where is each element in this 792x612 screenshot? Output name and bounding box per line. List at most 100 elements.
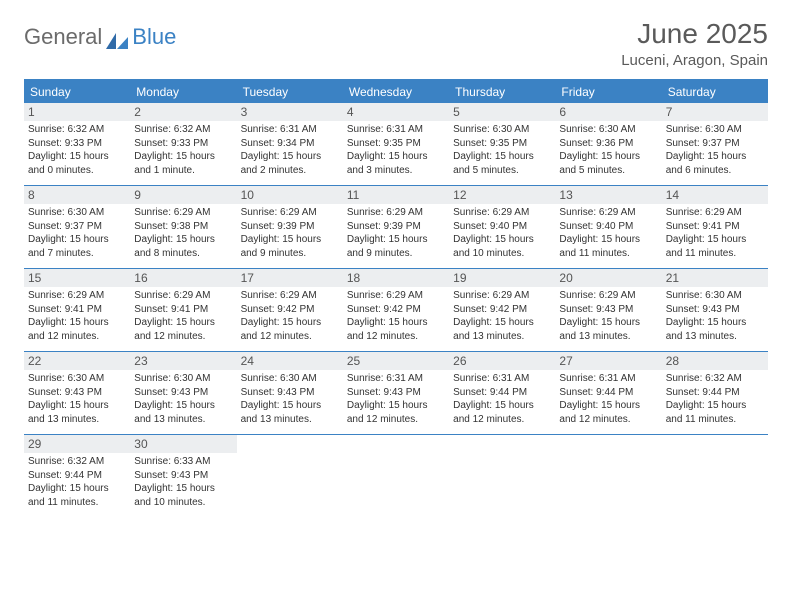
day-header-row: Sunday Monday Tuesday Wednesday Thursday… (24, 81, 768, 103)
day-info: Sunrise: 6:32 AMSunset: 9:33 PMDaylight:… (28, 123, 126, 177)
calendar-cell: 14 Sunrise: 6:29 AMSunset: 9:41 PMDayligh… (662, 186, 768, 268)
sunrise-text: Sunrise: 6:32 AM (28, 455, 126, 469)
sunrise-text: Sunrise: 6:29 AM (347, 206, 445, 220)
calendar-cell: 26Sunrise: 6:31 AMSunset: 9:44 PMDayligh… (449, 352, 555, 434)
sunset-text: Sunset: 9:43 PM (28, 386, 126, 400)
daylight-text: Daylight: 15 hours and 12 minutes. (134, 316, 232, 343)
day-info: Sunrise: 6:31 AMSunset: 9:44 PMDaylight:… (453, 372, 551, 426)
daylight-text: Daylight: 15 hours and 13 minutes. (28, 399, 126, 426)
sunset-text: Sunset: 9:44 PM (666, 386, 764, 400)
brand-logo: General Blue (24, 18, 176, 50)
daylight-text: Daylight: 15 hours and 2 minutes. (241, 150, 339, 177)
day-info: Sunrise: 6:30 AMSunset: 9:43 PMDaylight:… (28, 372, 126, 426)
day-number: 2 (130, 103, 236, 121)
day-info: Sunrise: 6:29 AMSunset: 9:41 PMDaylight:… (666, 206, 764, 260)
daylight-text: Daylight: 15 hours and 12 minutes. (347, 399, 445, 426)
day-number: 13 (555, 186, 661, 204)
sunset-text: Sunset: 9:40 PM (453, 220, 551, 234)
calendar-cell: 17 Sunrise: 6:29 AMSunset: 9:42 PMDayligh… (237, 269, 343, 351)
day-info: Sunrise: 6:29 AMSunset: 9:41 PMDaylight:… (28, 289, 126, 343)
day-header: Sunday (24, 81, 130, 103)
sunrise-text: Sunrise: 6:30 AM (559, 123, 657, 137)
sunset-text: Sunset: 9:33 PM (134, 137, 232, 151)
daylight-text: Daylight: 15 hours and 11 minutes. (666, 399, 764, 426)
day-number: 22 (24, 352, 130, 370)
day-info: Sunrise: 6:32 AMSunset: 9:44 PMDaylight:… (28, 455, 126, 509)
sunset-text: Sunset: 9:38 PM (134, 220, 232, 234)
calendar-cell: 19Sunrise: 6:29 AMSunset: 9:42 PMDayligh… (449, 269, 555, 351)
day-info: Sunrise: 6:32 AMSunset: 9:33 PMDaylight:… (134, 123, 232, 177)
calendar-cell: 13 Sunrise: 6:29 AMSunset: 9:40 PMDayligh… (555, 186, 661, 268)
daylight-text: Daylight: 15 hours and 8 minutes. (134, 233, 232, 260)
day-number: 1 (24, 103, 130, 121)
sunrise-text: Sunrise: 6:29 AM (28, 289, 126, 303)
day-info: Sunrise: 6:29 AMSunset: 9:40 PMDaylight:… (559, 206, 657, 260)
sunset-text: Sunset: 9:34 PM (241, 137, 339, 151)
calendar-cell: 11Sunrise: 6:29 AMSunset: 9:39 PMDayligh… (343, 186, 449, 268)
daylight-text: Daylight: 15 hours and 9 minutes. (241, 233, 339, 260)
day-number: 5 (449, 103, 555, 121)
calendar-week: 1Sunrise: 6:32 AMSunset: 9:33 PMDaylight… (24, 103, 768, 186)
calendar-cell: 7 Sunrise: 6:30 AMSunset: 9:37 PMDaylight… (662, 103, 768, 185)
day-info: Sunrise: 6:31 AMSunset: 9:44 PMDaylight:… (559, 372, 657, 426)
sunset-text: Sunset: 9:43 PM (134, 469, 232, 483)
sunrise-text: Sunrise: 6:30 AM (28, 372, 126, 386)
sunrise-text: Sunrise: 6:31 AM (347, 372, 445, 386)
calendar-cell: 9Sunrise: 6:29 AMSunset: 9:38 PMDaylight… (130, 186, 236, 268)
sunset-text: Sunset: 9:44 PM (559, 386, 657, 400)
day-info: Sunrise: 6:30 AMSunset: 9:36 PMDaylight:… (559, 123, 657, 177)
calendar-cell: 5 Sunrise: 6:30 AMSunset: 9:35 PMDaylight… (449, 103, 555, 185)
day-info: Sunrise: 6:29 AMSunset: 9:42 PMDaylight:… (347, 289, 445, 343)
calendar-cell: 1 Sunrise: 6:32 AMSunset: 9:33 PMDaylight… (24, 103, 130, 185)
daylight-text: Daylight: 15 hours and 13 minutes. (666, 316, 764, 343)
sunrise-text: Sunrise: 6:29 AM (134, 206, 232, 220)
location: Luceni, Aragon, Spain (621, 52, 768, 69)
brand-part2: Blue (132, 24, 176, 50)
sunset-text: Sunset: 9:40 PM (559, 220, 657, 234)
daylight-text: Daylight: 15 hours and 1 minute. (134, 150, 232, 177)
calendar-cell: 15Sunrise: 6:29 AMSunset: 9:41 PMDayligh… (24, 269, 130, 351)
calendar-week: 15Sunrise: 6:29 AMSunset: 9:41 PMDayligh… (24, 269, 768, 352)
day-header: Monday (130, 81, 236, 103)
sunrise-text: Sunrise: 6:30 AM (241, 372, 339, 386)
daylight-text: Daylight: 15 hours and 10 minutes. (453, 233, 551, 260)
calendar-cell (343, 435, 449, 517)
sunset-text: Sunset: 9:44 PM (28, 469, 126, 483)
sunset-text: Sunset: 9:33 PM (28, 137, 126, 151)
sunset-text: Sunset: 9:41 PM (134, 303, 232, 317)
sunrise-text: Sunrise: 6:29 AM (453, 289, 551, 303)
day-info: Sunrise: 6:29 AMSunset: 9:41 PMDaylight:… (134, 289, 232, 343)
day-info: Sunrise: 6:33 AMSunset: 9:43 PMDaylight:… (134, 455, 232, 509)
calendar-cell: 20Sunrise: 6:29 AMSunset: 9:43 PMDayligh… (555, 269, 661, 351)
day-number: 16 (130, 269, 236, 287)
title-block: June 2025 Luceni, Aragon, Spain (621, 18, 768, 69)
sunrise-text: Sunrise: 6:32 AM (666, 372, 764, 386)
day-info: Sunrise: 6:30 AMSunset: 9:37 PMDaylight:… (666, 123, 764, 177)
day-number: 7 (662, 103, 768, 121)
day-number: 14 (662, 186, 768, 204)
day-number: 17 (237, 269, 343, 287)
daylight-text: Daylight: 15 hours and 9 minutes. (347, 233, 445, 260)
day-info: Sunrise: 6:29 AMSunset: 9:42 PMDaylight:… (241, 289, 339, 343)
daylight-text: Daylight: 15 hours and 13 minutes. (453, 316, 551, 343)
calendar-week: 29Sunrise: 6:32 AMSunset: 9:44 PMDayligh… (24, 435, 768, 517)
daylight-text: Daylight: 15 hours and 12 minutes. (453, 399, 551, 426)
day-info: Sunrise: 6:30 AMSunset: 9:35 PMDaylight:… (453, 123, 551, 177)
sunset-text: Sunset: 9:36 PM (559, 137, 657, 151)
day-header: Thursday (449, 81, 555, 103)
calendar-cell: 28Sunrise: 6:32 AMSunset: 9:44 PMDayligh… (662, 352, 768, 434)
day-info: Sunrise: 6:31 AMSunset: 9:35 PMDaylight:… (347, 123, 445, 177)
daylight-text: Daylight: 15 hours and 5 minutes. (453, 150, 551, 177)
weeks-container: 1Sunrise: 6:32 AMSunset: 9:33 PMDaylight… (24, 103, 768, 517)
sunset-text: Sunset: 9:41 PM (28, 303, 126, 317)
daylight-text: Daylight: 15 hours and 0 minutes. (28, 150, 126, 177)
sunrise-text: Sunrise: 6:32 AM (28, 123, 126, 137)
sunrise-text: Sunrise: 6:30 AM (28, 206, 126, 220)
sunset-text: Sunset: 9:44 PM (453, 386, 551, 400)
day-number: 11 (343, 186, 449, 204)
sunrise-text: Sunrise: 6:31 AM (241, 123, 339, 137)
daylight-text: Daylight: 15 hours and 13 minutes. (241, 399, 339, 426)
sunrise-text: Sunrise: 6:29 AM (347, 289, 445, 303)
sunset-text: Sunset: 9:43 PM (559, 303, 657, 317)
sunrise-text: Sunrise: 6:32 AM (134, 123, 232, 137)
